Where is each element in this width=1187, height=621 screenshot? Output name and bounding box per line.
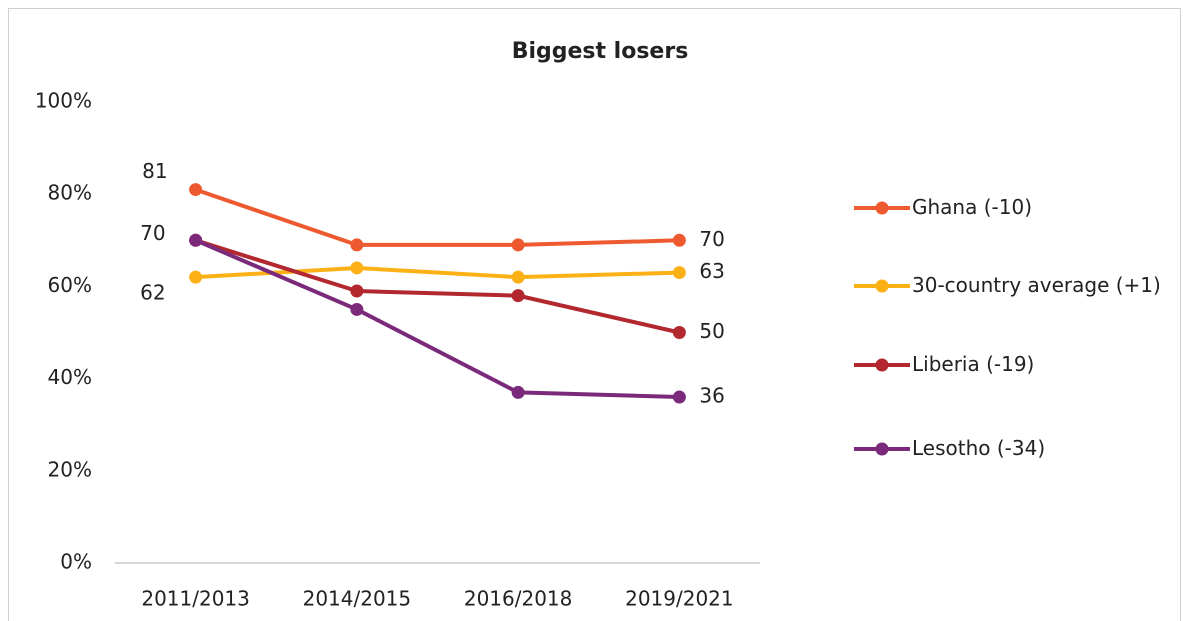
data-point xyxy=(511,385,525,399)
data-label: 36 xyxy=(699,384,724,408)
legend-item: Lesotho (-34) xyxy=(852,435,1182,462)
legend-item: 30-country average (+1) xyxy=(852,272,1182,299)
legend-label: Liberia (-19) xyxy=(912,352,1035,376)
series-line xyxy=(195,265,680,280)
data-label: 50 xyxy=(699,319,724,343)
data-point xyxy=(189,183,203,197)
data-point xyxy=(189,270,203,284)
chart-border xyxy=(8,8,1181,621)
data-label: 81 xyxy=(142,159,167,183)
legend-marker xyxy=(854,358,910,372)
series-line xyxy=(195,238,680,335)
data-point xyxy=(511,238,525,252)
y-tick-label: 80% xyxy=(48,181,92,205)
data-point xyxy=(511,289,525,303)
data-label: 62 xyxy=(140,281,165,305)
legend-dot xyxy=(875,442,889,456)
y-tick-label: 100% xyxy=(35,89,92,113)
legend-dot xyxy=(875,201,889,215)
y-tick-label: 60% xyxy=(48,273,92,297)
data-point xyxy=(672,326,686,339)
legend-item: Ghana (-10) xyxy=(852,194,1182,221)
x-tick-label: 2011/2013 xyxy=(141,587,250,611)
chart-title: Biggest losers xyxy=(512,39,689,64)
data-point xyxy=(350,238,364,252)
series-line xyxy=(194,187,680,247)
data-point xyxy=(350,261,364,275)
legend-marker xyxy=(854,279,910,293)
data-point xyxy=(350,302,364,316)
legend-label: Lesotho (-34) xyxy=(912,436,1046,460)
x-tick-label: 2019/2021 xyxy=(625,587,734,611)
data-point xyxy=(672,233,686,247)
data-point xyxy=(511,270,525,284)
series-line xyxy=(194,238,680,400)
data-point xyxy=(189,233,203,247)
x-tick-label: 2014/2015 xyxy=(303,587,412,611)
legend-marker xyxy=(854,442,910,456)
data-label: 70 xyxy=(699,227,724,251)
data-point xyxy=(672,390,686,404)
data-label: 70 xyxy=(140,221,165,245)
data-label: 63 xyxy=(699,259,724,283)
legend-dot xyxy=(875,358,889,372)
y-tick-label: 20% xyxy=(48,457,92,481)
legend-marker xyxy=(854,201,910,215)
data-point xyxy=(672,266,686,280)
data-point xyxy=(350,284,364,298)
y-tick-label: 0% xyxy=(60,550,92,574)
legend-dot xyxy=(875,279,889,293)
x-tick-label: 2016/2018 xyxy=(464,587,573,611)
legend-label: 30-country average (+1) xyxy=(912,273,1161,297)
y-tick-label: 40% xyxy=(48,365,92,389)
legend-item: Liberia (-19) xyxy=(852,351,1182,378)
legend-label: Ghana (-10) xyxy=(912,195,1032,219)
